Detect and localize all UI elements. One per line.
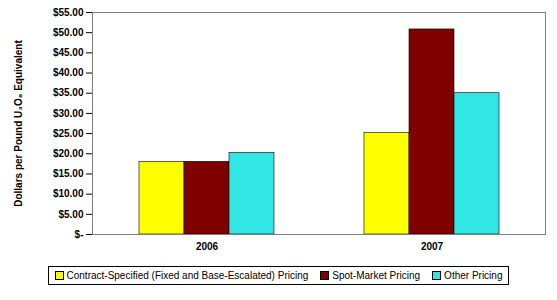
svg-text:Dollars per Pound U₃O₈ Equival: Dollars per Pound U₃O₈ Equivalent: [13, 40, 24, 207]
svg-text:$10.00: $10.00: [53, 188, 84, 199]
svg-text:$55.00: $55.00: [53, 7, 84, 18]
html-text:Spot-Market Pricing: Spot-Market Pricing: [332, 270, 421, 281]
html-text:Contract-Specified (Fixed and: Contract-Specified (Fixed and Base-Escal…: [66, 270, 309, 281]
svg-text:$45.00: $45.00: [53, 47, 84, 58]
svg-text:$40.00: $40.00: [53, 67, 84, 78]
svg-text:$50.00: $50.00: [53, 27, 84, 38]
html-text:Other Pricing: Other Pricing: [444, 270, 503, 281]
svg-text:$35.00: $35.00: [53, 87, 84, 98]
svg-text:2006: 2006: [196, 241, 219, 252]
svg-text:$15.00: $15.00: [53, 168, 84, 179]
svg-text:2007: 2007: [421, 241, 444, 252]
svg-text:$5.00: $5.00: [58, 209, 83, 220]
svg-text:$20.00: $20.00: [53, 148, 84, 159]
svg-text:$-: $-: [75, 229, 84, 240]
svg-text:$25.00: $25.00: [53, 128, 84, 139]
svg-text:$30.00: $30.00: [53, 108, 84, 119]
